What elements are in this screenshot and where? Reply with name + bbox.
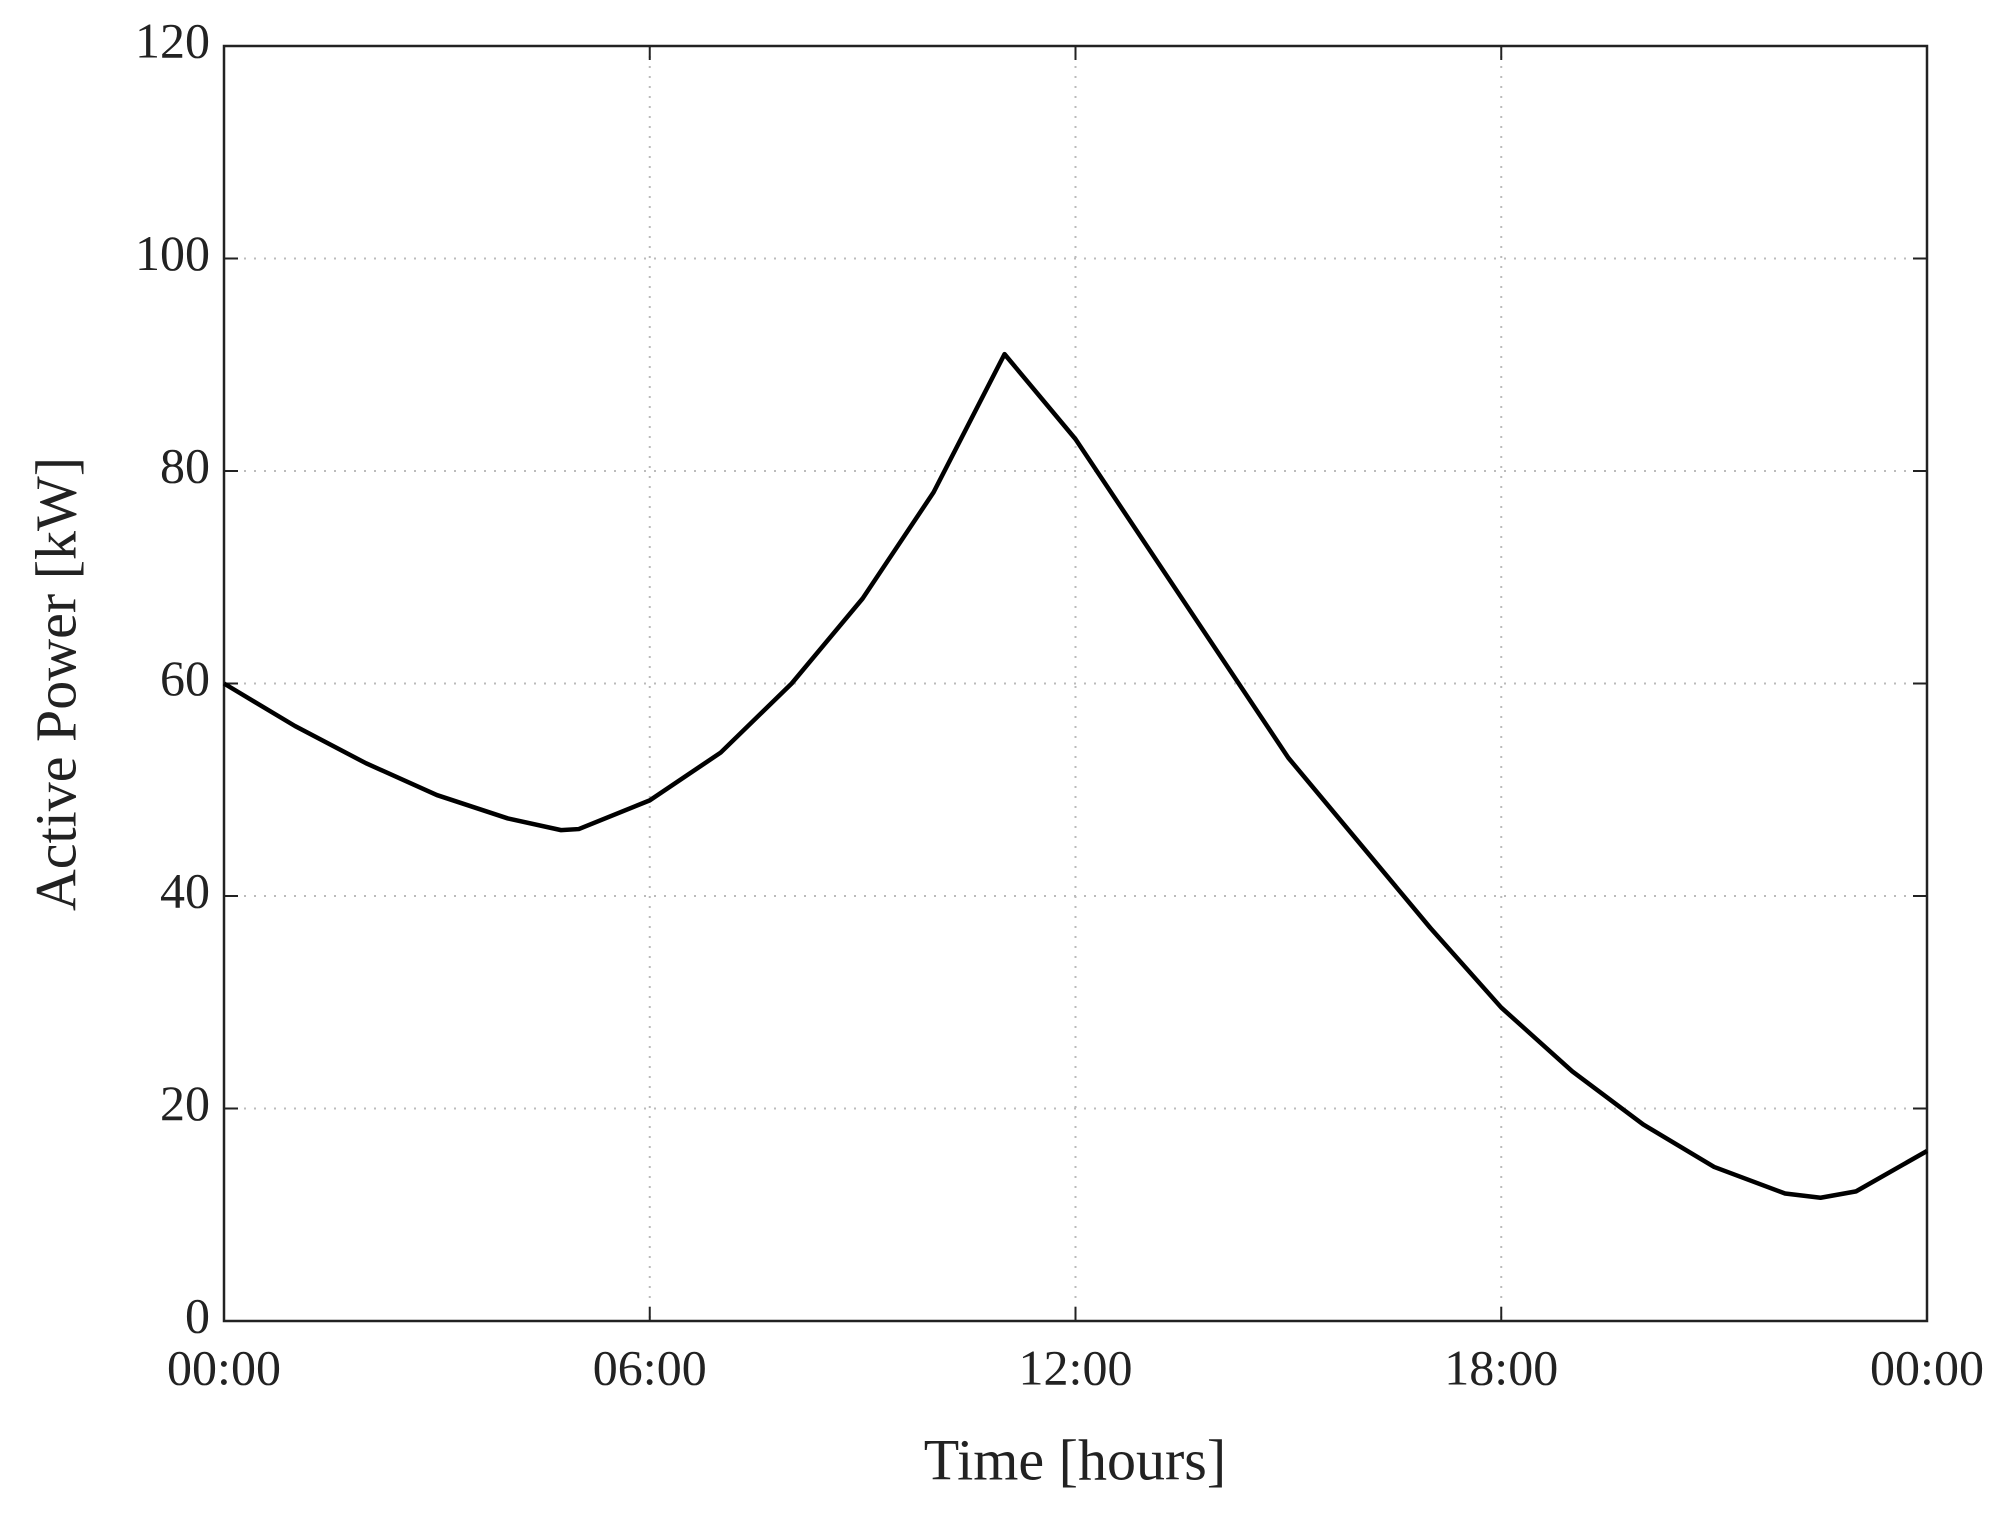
x-tick-label: 00:00 [167,1339,281,1395]
y-tick-label: 20 [160,1075,210,1131]
y-axis-label: Active Power [kW] [23,457,88,911]
y-tick-label: 40 [160,862,210,918]
y-tick-label: 60 [160,650,210,706]
y-tick-label: 0 [185,1287,210,1343]
line [222,351,1929,1200]
x-tick-label: 18:00 [1444,1339,1558,1395]
x-tick-label: 00:00 [1870,1339,1984,1395]
x-tick-label: 12:00 [1019,1339,1133,1395]
x-axis-label: Time [hours] [924,1427,1226,1492]
y-tick-label: 100 [135,225,210,281]
y-tick-label: 120 [135,12,210,68]
y-tick-label: 80 [160,437,210,493]
x-tick-label: 06:00 [593,1339,707,1395]
